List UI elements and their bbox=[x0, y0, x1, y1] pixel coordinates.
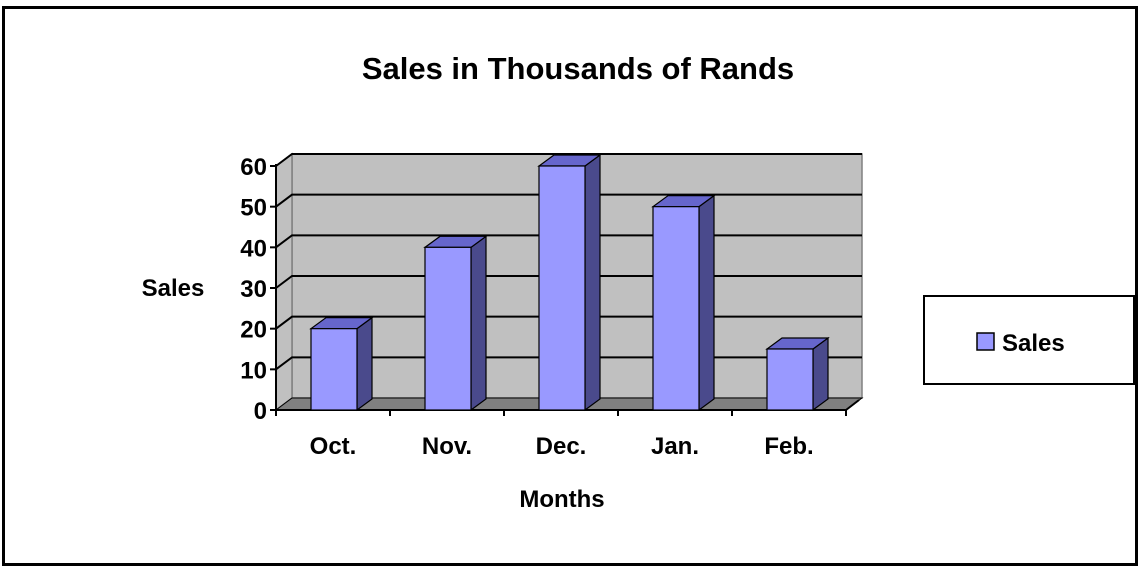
bar-side bbox=[470, 235, 487, 412]
y-tick-label: 0 bbox=[254, 398, 267, 425]
x-axis-label: Months bbox=[519, 486, 604, 513]
legend-swatch bbox=[976, 332, 995, 351]
y-tick-label: 30 bbox=[240, 276, 267, 303]
bar-side bbox=[812, 336, 829, 412]
y-tick-label: 60 bbox=[240, 154, 267, 181]
bars-group bbox=[309, 153, 830, 412]
y-axis-label: Sales bbox=[142, 275, 205, 302]
x-tick-label: Jan. bbox=[651, 433, 699, 460]
x-tick-label: Feb. bbox=[764, 433, 813, 460]
y-tick-label: 40 bbox=[240, 235, 267, 262]
bar-side bbox=[584, 153, 601, 412]
legend: Sales bbox=[923, 295, 1135, 385]
y-tick-label: 20 bbox=[240, 317, 267, 344]
bar bbox=[424, 246, 472, 411]
x-tick-label: Oct. bbox=[310, 433, 357, 460]
bar-side bbox=[698, 194, 715, 412]
bar bbox=[766, 348, 814, 411]
x-tick-label: Nov. bbox=[422, 433, 472, 460]
x-axis-ticks: Oct. Nov. Dec. Jan. Feb. bbox=[275, 410, 847, 460]
y-axis-ticks: 0 10 20 30 40 50 60 bbox=[240, 154, 276, 425]
gridline bbox=[275, 153, 862, 167]
chart-title: Sales in Thousands of Rands bbox=[362, 51, 794, 86]
bar-side bbox=[356, 316, 373, 412]
x-tick-label: Dec. bbox=[536, 433, 587, 460]
y-tick-label: 50 bbox=[240, 195, 267, 222]
legend-box bbox=[923, 295, 1135, 385]
legend-label: Sales bbox=[1002, 330, 1065, 357]
y-tick-label: 10 bbox=[240, 357, 267, 384]
bar bbox=[538, 165, 586, 411]
bar bbox=[310, 328, 358, 411]
bar bbox=[652, 206, 700, 411]
x-axis-end bbox=[845, 399, 860, 411]
gridline bbox=[275, 193, 862, 208]
